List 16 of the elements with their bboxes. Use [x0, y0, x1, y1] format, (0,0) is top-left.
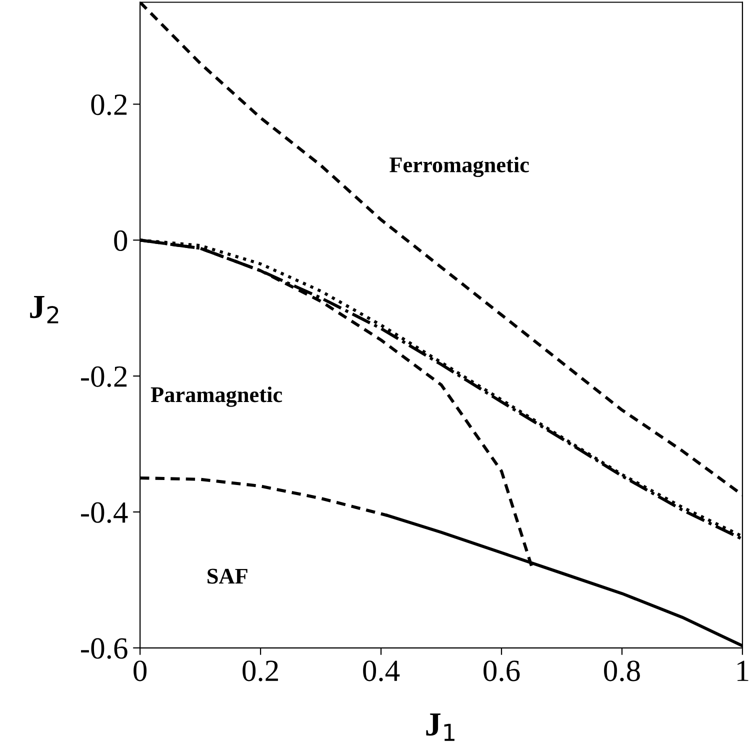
y-tick-label: -0.2 — [81, 366, 127, 388]
y-tick-label: -0.6 — [81, 638, 128, 659]
annotation: Ferromagnetic — [390, 156, 529, 178]
y-tick-label: -0.4 — [81, 502, 128, 523]
y-tick-label: 0.2 — [91, 94, 127, 116]
annotation: Paramagnetic — [150, 386, 282, 407]
y-axis-title: J$_{2}$ — [30, 296, 58, 324]
y-tick-label: 0 — [114, 230, 128, 252]
x-tick-label: 0 — [134, 660, 147, 682]
x-tick-label: 0.4 — [363, 660, 400, 682]
x-tick-label: 0.8 — [604, 660, 640, 682]
annotation: SAF — [208, 568, 248, 584]
x-tick-label: 1 — [738, 660, 748, 681]
x-tick-label: 0.2 — [242, 660, 278, 682]
x-axis-title: J$_{1}$ — [426, 714, 454, 741]
x-tick-label: 0.6 — [484, 660, 520, 682]
